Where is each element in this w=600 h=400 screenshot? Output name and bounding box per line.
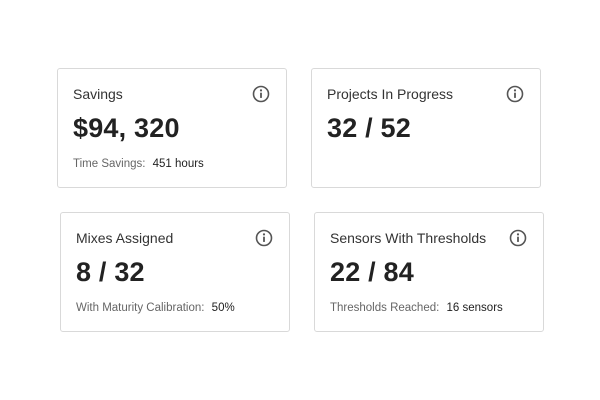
card-value: 22 / 84 <box>330 257 414 287</box>
info-icon[interactable] <box>506 85 524 103</box>
card-title: Projects In Progress <box>327 86 454 102</box>
card-value: $94, 320 <box>73 113 180 143</box>
card-title: Mixes Assigned <box>76 230 174 246</box>
footer-value: 451 hours <box>152 158 204 170</box>
info-icon[interactable] <box>255 229 273 247</box>
footer-value: 50% <box>211 302 235 314</box>
footer-value: 16 sensors <box>446 302 503 314</box>
card-title: Savings <box>73 86 123 102</box>
info-icon[interactable] <box>252 85 270 103</box>
mixes-assigned-card: Mixes Assigned 8 / 32 With Maturity Cali… <box>60 212 290 332</box>
card-footer: Time Savings: 451 hours <box>73 158 204 170</box>
card-title: Sensors With Thresholds <box>330 230 487 246</box>
card-footer: Thresholds Reached: 16 sensors <box>330 302 503 314</box>
projects-in-progress-card: Projects In Progress 32 / 52 <box>311 68 541 188</box>
footer-label: With Maturity Calibration: <box>76 302 205 314</box>
footer-label: Time Savings: <box>73 158 146 170</box>
card-footer: With Maturity Calibration: 50% <box>76 302 235 314</box>
info-icon[interactable] <box>509 229 527 247</box>
card-value: 32 / 52 <box>327 113 411 143</box>
sensors-with-thresholds-card: Sensors With Thresholds 22 / 84 Threshol… <box>314 212 544 332</box>
card-value: 8 / 32 <box>76 257 145 287</box>
footer-label: Thresholds Reached: <box>330 302 440 314</box>
savings-card: Savings $94, 320 Time Savings: 451 hours <box>57 68 287 188</box>
